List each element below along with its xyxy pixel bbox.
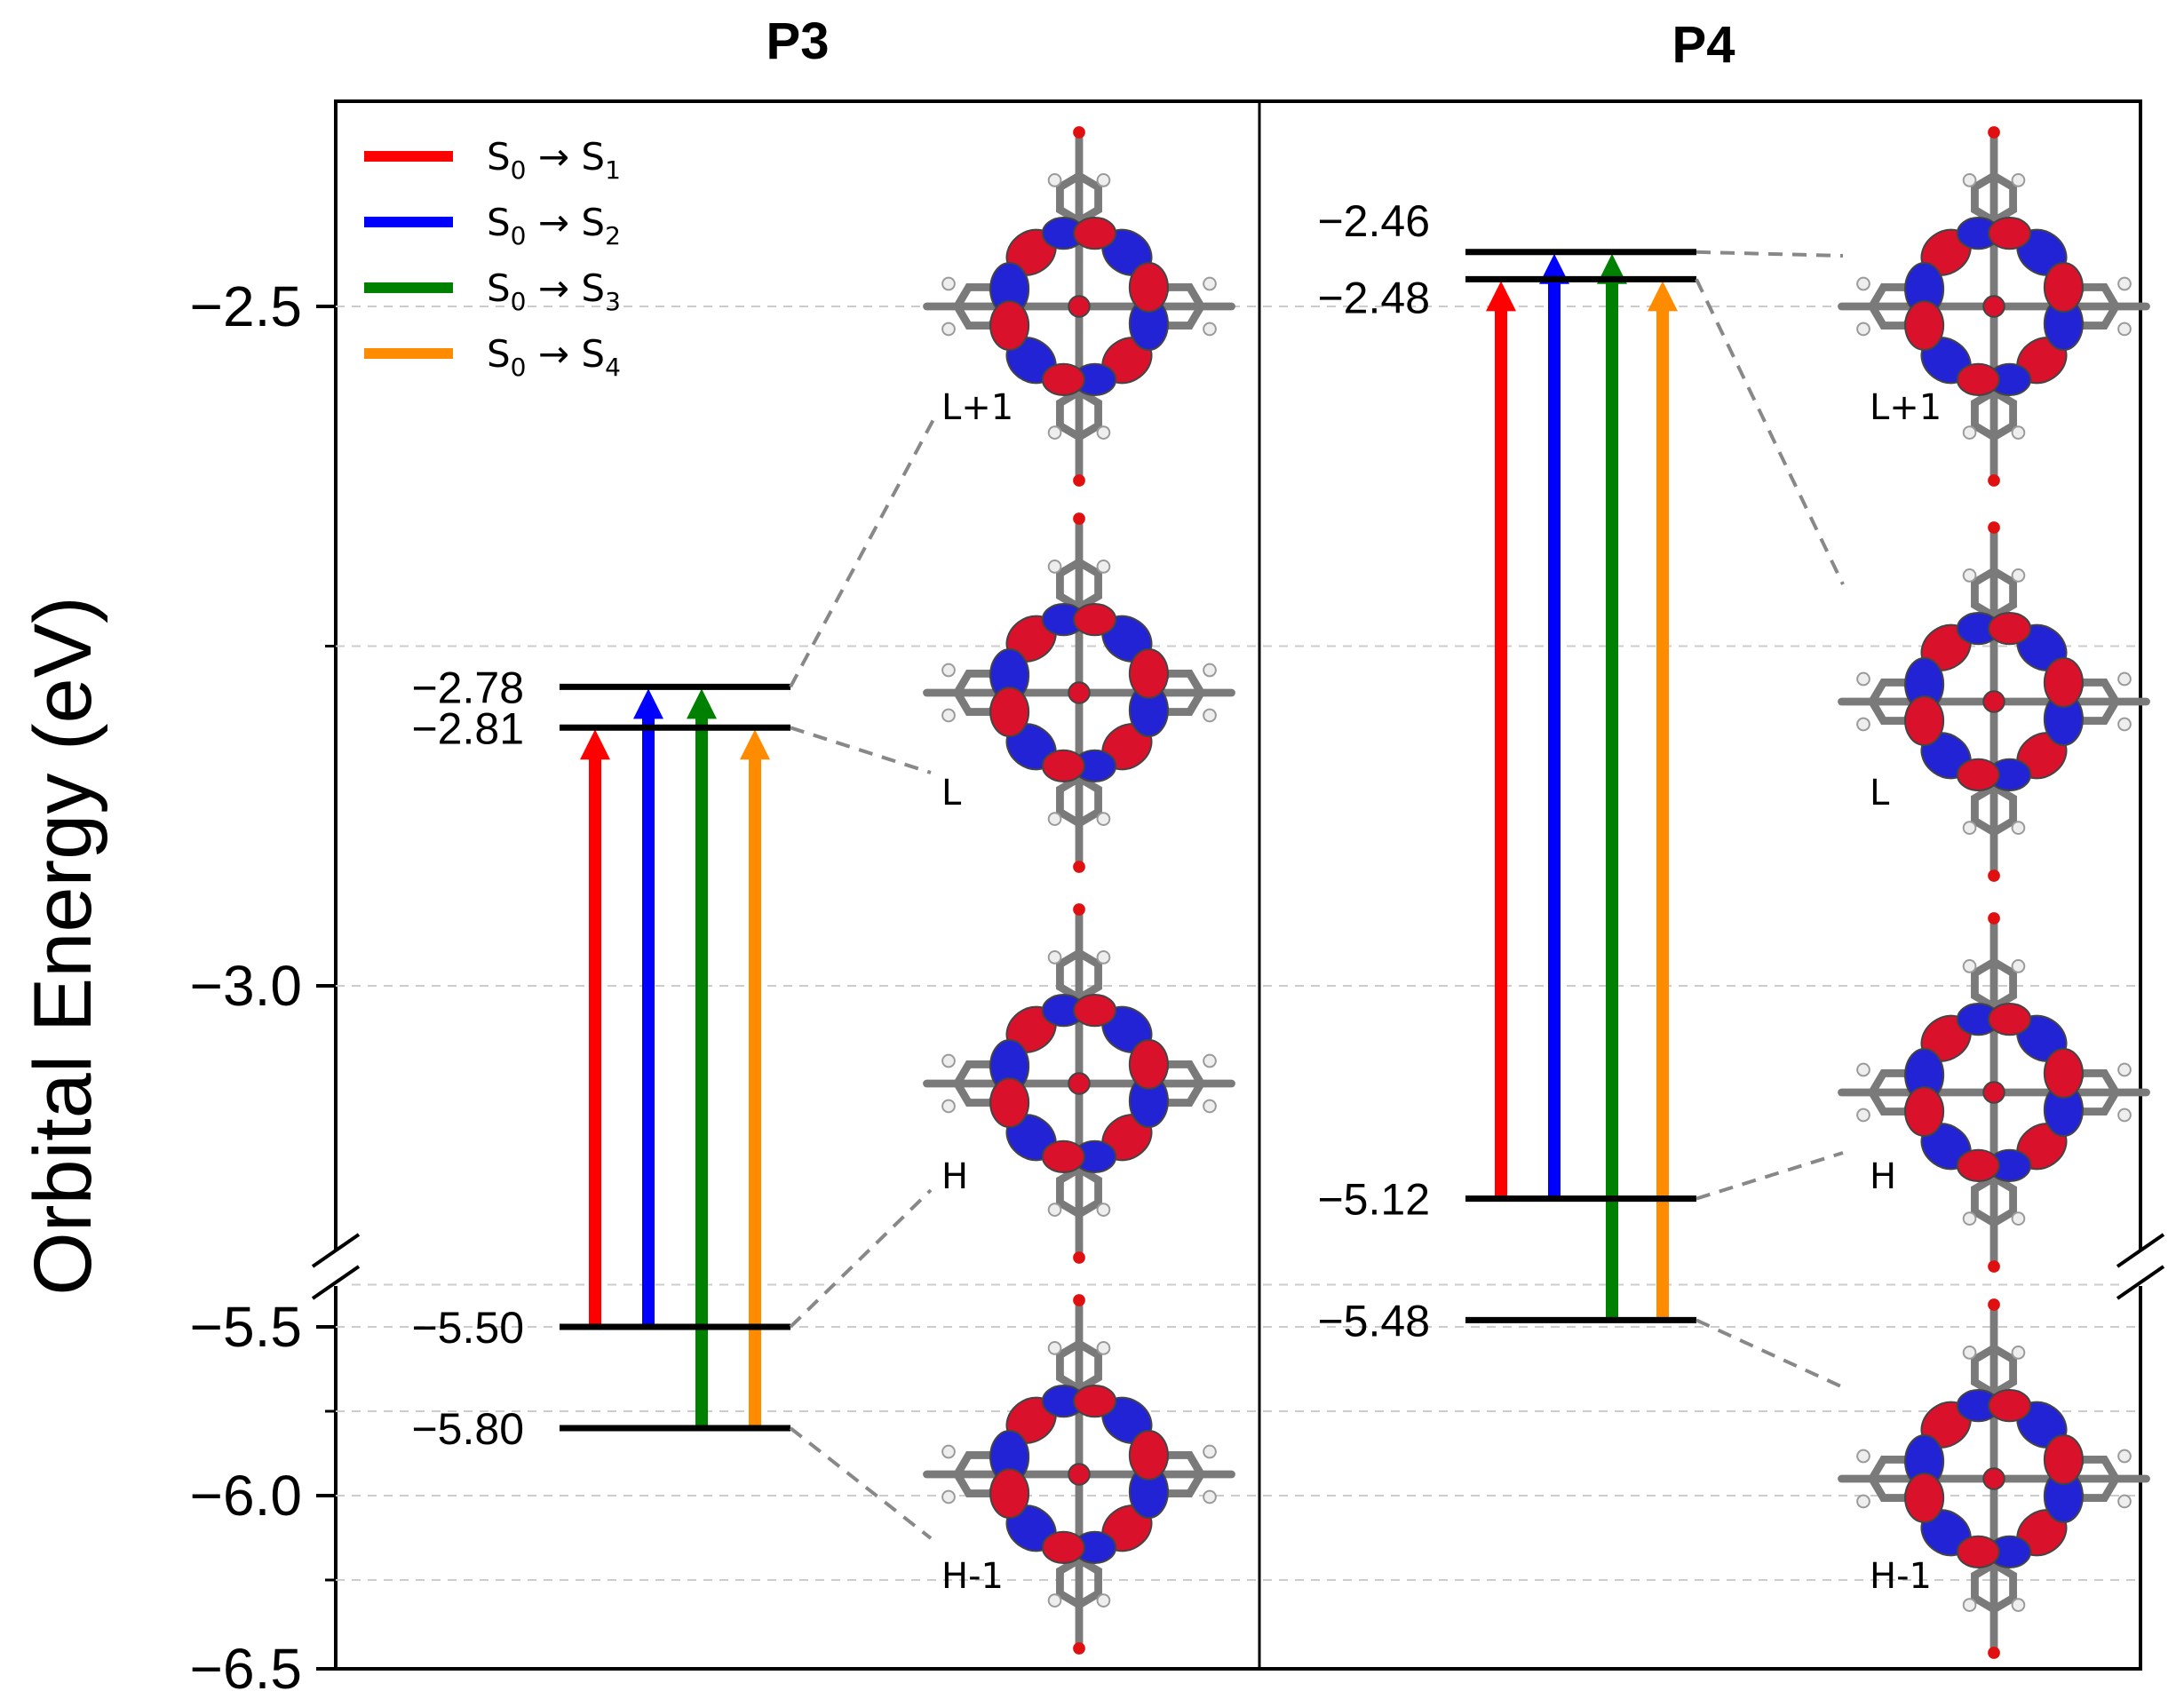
legend-subscript: 0 <box>511 221 527 250</box>
legend-text: S <box>581 332 605 376</box>
orbital-label: L <box>1870 773 1890 814</box>
y-tick-label: −5.5 <box>190 1295 302 1359</box>
p4-orbital-lumo <box>1842 521 2147 882</box>
transition-arrow-head <box>1486 281 1516 312</box>
y-axis-label: Orbital Energy (eV) <box>18 596 108 1295</box>
legend-label: S0 → S2 <box>487 201 621 250</box>
legend-label: S0 → S3 <box>487 266 621 316</box>
energy-level-label: −5.50 <box>411 1303 524 1353</box>
legend-subscript: 1 <box>605 155 621 185</box>
transition-arrow-head <box>740 729 770 760</box>
transition-arrow-head <box>687 688 717 719</box>
y-tick-label: −3.0 <box>190 954 302 1018</box>
p4-orbital-lumo-plus-1 <box>1842 126 2147 487</box>
axis-break-mark <box>311 1233 361 1268</box>
orbital-label: H-1 <box>1870 1556 1932 1597</box>
y-axis: −2.5 −3.0 −5.5 −6.0 −6.5 <box>190 274 2165 1699</box>
orbital-connector <box>789 1426 933 1540</box>
p3-orbital-lumo-plus-1 <box>927 126 1232 487</box>
p3-orbital-homo <box>927 903 1232 1264</box>
orbital-label: L+1 <box>1870 387 1942 428</box>
axis-break-mark <box>2116 1233 2165 1268</box>
legend-subscript: 0 <box>511 287 527 316</box>
legend-subscript: 2 <box>605 221 621 250</box>
orbital-connector <box>789 1188 933 1329</box>
orbital-label: H <box>1870 1156 1896 1197</box>
legend-text: S <box>581 135 605 179</box>
energy-level-label: −2.46 <box>1317 196 1430 246</box>
orbital-connector <box>1696 250 1844 258</box>
y-tick-label: −6.0 <box>190 1464 302 1528</box>
p4-orbital-homo <box>1842 912 2147 1273</box>
energy-levels: −2.78−2.81 −5.50 −5.80 L+1 L H H-1 −2.46 −2.48 −5… <box>411 196 1942 1597</box>
energy-level-label: −5.48 <box>1317 1296 1430 1346</box>
legend-label: S0 → S4 <box>487 332 621 382</box>
legend-subscript: 3 <box>605 287 621 316</box>
legend-text: S <box>487 266 511 310</box>
axis-break-mark <box>311 1265 361 1300</box>
transition-arrow-head <box>1648 281 1678 312</box>
transition-arrow-head <box>580 729 610 760</box>
orbital-label: H <box>941 1156 968 1197</box>
orbital-connector <box>789 412 939 688</box>
transition-arrow-head <box>633 688 663 719</box>
energy-level-label: −2.78 <box>411 663 524 712</box>
legend-text: S <box>487 332 511 376</box>
p4-orbital-homo-minus-1 <box>1842 1298 2147 1659</box>
axis-break-mark <box>2116 1265 2165 1300</box>
legend-text: S <box>581 201 605 244</box>
energy-level-label: −2.81 <box>411 703 524 753</box>
orbital-connector <box>1696 1318 1844 1389</box>
orbital-pictures <box>927 126 2147 1659</box>
panel-title-p3: P3 <box>766 12 830 70</box>
legend-subscript: 0 <box>511 353 527 382</box>
orbital-label: H-1 <box>941 1556 1004 1597</box>
orbital-label: L+1 <box>941 387 1013 428</box>
legend-text: → <box>527 266 582 310</box>
orbital-connector <box>790 726 932 774</box>
plot-frame <box>334 99 2142 1671</box>
panel-title-p4: P4 <box>1672 16 1735 74</box>
energy-level-label: −5.12 <box>1317 1175 1430 1225</box>
legend-text: S <box>581 266 605 310</box>
orbital-connector <box>1695 278 1845 585</box>
legend-text: → <box>527 135 582 179</box>
legend-text: → <box>527 332 582 376</box>
legend-text: S <box>487 201 511 244</box>
p3-orbital-lumo <box>927 512 1232 873</box>
energy-level-label: −5.80 <box>411 1404 524 1454</box>
p3-orbital-homo-minus-1 <box>927 1294 1232 1655</box>
energy-level-label: −2.48 <box>1317 273 1430 322</box>
orbital-connector <box>1696 1151 1844 1201</box>
legend-subscript: 0 <box>511 155 527 185</box>
grid-lines <box>336 306 2140 1581</box>
legend-text: → <box>527 201 582 244</box>
y-tick-label: −2.5 <box>190 274 302 338</box>
legend-text: S <box>487 135 511 179</box>
legend-subscript: 4 <box>605 353 621 382</box>
y-tick-label: −6.5 <box>190 1637 302 1699</box>
legend-label: S0 → S1 <box>487 135 621 185</box>
orbital-label: L <box>941 773 962 814</box>
